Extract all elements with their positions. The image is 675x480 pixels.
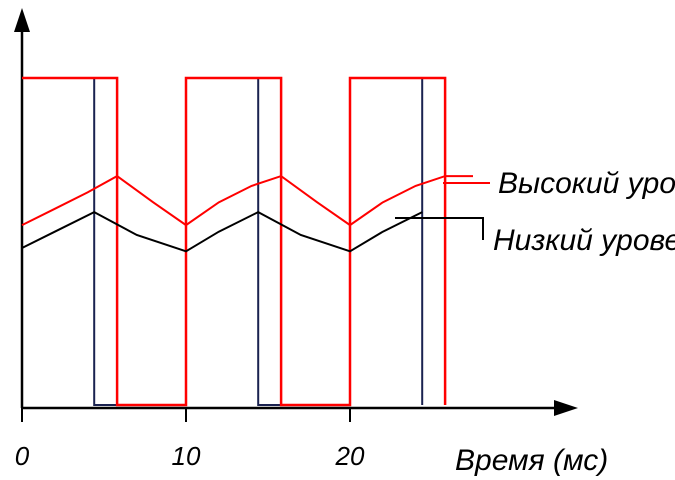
series-label-leader-1 <box>395 217 484 240</box>
pulse-line-high <box>22 76 447 407</box>
pulse-line-low <box>22 77 424 406</box>
x-tick-label-0: 0 <box>15 441 30 471</box>
axes <box>14 8 578 416</box>
series-label-0: Высокий уровень <box>498 167 675 200</box>
x-tick-label-20: 20 <box>335 441 365 471</box>
current-line-low <box>21 210 423 253</box>
series-label-1: Низкий уровень <box>493 224 675 257</box>
labels-layer: Высокий уровень Низкий уровень <box>395 167 675 257</box>
ticks-layer: 0 10 20 <box>15 408 365 471</box>
x-axis-arrow <box>554 400 578 416</box>
series-layer <box>21 76 473 407</box>
x-axis-label: Время (мс) <box>455 444 608 477</box>
y-axis-arrow <box>14 8 30 32</box>
x-tick-label-10: 10 <box>172 441 201 471</box>
current-line-high <box>21 174 473 227</box>
